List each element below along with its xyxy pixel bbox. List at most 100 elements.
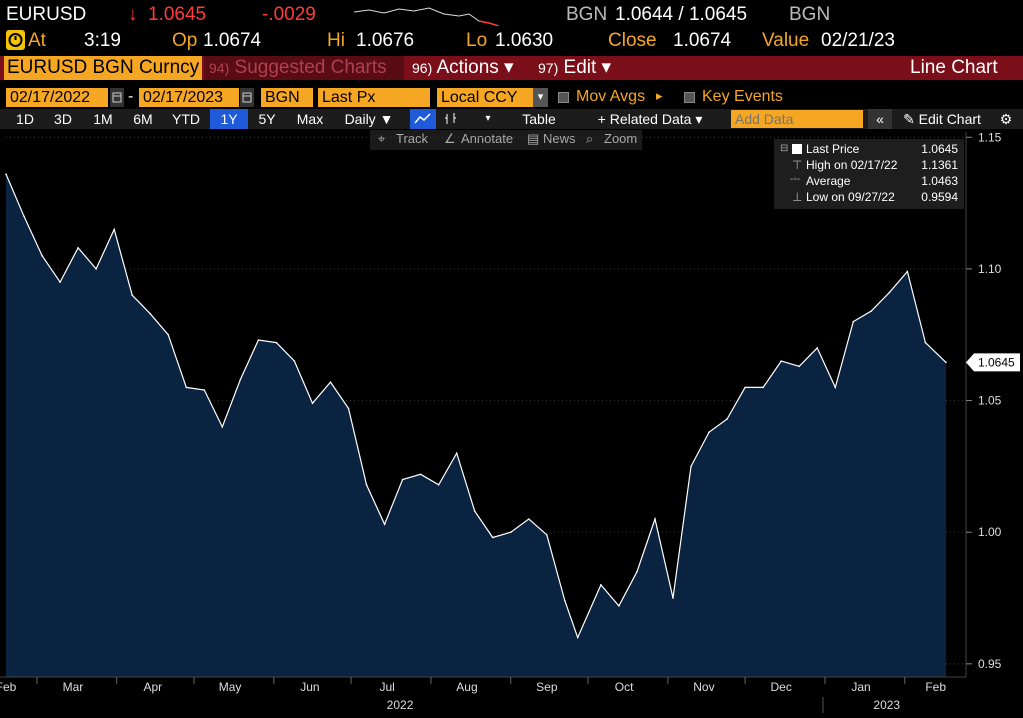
price-change: -.0029 [262,4,316,25]
date-dash: - [128,88,134,105]
data-point [726,418,728,420]
value-label: Value [762,30,810,51]
data-point [5,173,7,175]
edit-menu[interactable]: 97) Edit ▾ [532,56,624,80]
track-tool[interactable]: Track [396,131,429,146]
data-point [77,247,79,249]
zoom-icon[interactable]: ⌕ [586,131,594,146]
data-point [618,605,620,607]
chart-style-dropdown-icon[interactable]: ▾ [485,113,491,124]
expand-arrow-icon[interactable]: ▸ [656,88,663,103]
data-point [185,386,188,389]
calendar-icon[interactable] [240,88,254,107]
annotate-icon[interactable]: ∠ [444,131,456,146]
key-events-label[interactable]: Key Events [702,88,783,105]
close-value: 1.0674 [673,30,732,51]
actions-menu[interactable]: 96) Actions ▾ [406,56,530,80]
price-chart[interactable]: 1.15 1.10 1.05 1.00 0.95 1.0645 Feb Mar Apr May Ju… [0,132,1023,718]
x-tick-label: May [219,680,242,694]
track-icon[interactable]: ⌖ [378,131,386,146]
data-point [23,215,25,218]
high-label: Hi [327,30,345,51]
range-max[interactable]: Max [296,111,324,127]
data-point [167,333,170,336]
data-point [834,386,837,389]
chevron-down-icon[interactable]: ▾ [533,88,548,107]
line-chart-icon[interactable] [410,109,436,129]
year-label: 2023 [873,698,900,712]
suggested-charts-button[interactable]: 94) Suggested Charts [204,56,404,80]
clock-icon[interactable] [6,30,25,50]
legend-high-label: High on 02/17/22 [806,158,898,172]
table-button[interactable]: Table [522,111,556,127]
bid-source: BGN [566,4,608,25]
news-icon[interactable]: ▤ [527,131,540,146]
data-point [347,407,350,410]
annotate-tool[interactable]: Annotate [461,131,514,146]
data-point [654,518,656,520]
open-label: Op [172,30,198,51]
edit-label: Edit ▾ [563,57,612,78]
low-value: 1.0630 [495,30,554,51]
calendar-icon[interactable] [110,88,124,107]
add-data-input[interactable] [731,110,863,128]
data-point [401,478,404,481]
data-point [131,294,133,297]
last-price-tag [966,353,1020,372]
data-point [329,381,332,383]
last-price-swatch-icon [792,144,802,154]
sparkline-icon [354,7,499,26]
range-ytd[interactable]: YTD [172,111,200,127]
y-tick-label: 1.15 [978,132,1002,144]
data-point [924,341,927,344]
low-marker-icon: ⊥ [792,190,803,204]
end-date-field[interactable]: 02/17/2023 [139,88,239,107]
data-point [945,361,947,364]
mov-avgs-label[interactable]: Mov Avgs [576,88,646,105]
range-1d[interactable]: 1D [16,111,34,127]
data-point [473,510,476,512]
field-selector[interactable]: Last Px [318,88,430,107]
data-point [564,599,566,602]
x-tick-label: Jan [851,680,870,694]
range-3d[interactable]: 3D [54,111,72,127]
gear-icon[interactable]: ⚙ [999,111,1013,127]
collapse-icon[interactable]: « [868,109,892,129]
year-label: 2022 [387,698,414,712]
actions-number: 96) [412,60,433,76]
mov-avgs-checkbox[interactable] [558,92,569,103]
edit-chart-button[interactable]: ✎ Edit Chart [903,111,981,127]
news-tool[interactable]: News [543,131,576,146]
key-events-checkbox[interactable] [684,92,695,103]
data-point [852,320,855,323]
data-point [239,378,242,381]
range-6m[interactable]: 6M [133,111,153,127]
security-field[interactable]: EURUSD BGN Curncy [4,56,202,80]
x-tick-label: Oct [615,680,634,694]
zoom-tool[interactable]: Zoom [604,131,638,146]
start-date-field[interactable]: 02/17/2022 [6,88,108,107]
data-point [221,426,224,428]
last-price-label: 1.0645 [978,355,1015,369]
menu-bar: EURUSD BGN Curncy 94) Suggested Charts 9… [0,56,1023,80]
data-point [527,518,530,520]
range-5y[interactable]: 5Y [258,111,276,127]
collapse-legend-icon[interactable]: ⊟ [780,143,789,154]
related-data-button[interactable]: + Related Data ▾ [597,111,703,127]
legend-low-label: Low on 09/27/22 [806,190,895,204]
range-1m[interactable]: 1M [93,111,113,127]
range-1y[interactable]: 1Y [210,109,248,129]
source-field[interactable]: BGN [261,88,313,107]
data-point [419,473,422,476]
legend-average-label: Average [806,174,851,188]
periodicity-dropdown[interactable]: Daily ▼ [344,111,394,127]
currency-field[interactable]: Local CCY [437,88,533,107]
bid-ask: 1.0644 / 1.0645 [615,4,748,25]
y-tick-label: 1.00 [978,525,1002,539]
bar-chart-icon[interactable] [438,109,464,129]
chart-type-title: Line Chart [910,57,998,78]
x-tick-label: Feb [0,680,17,694]
y-tick-label: 1.05 [978,394,1002,408]
data-point [780,360,782,362]
high-marker-icon: ⊤ [792,158,803,172]
